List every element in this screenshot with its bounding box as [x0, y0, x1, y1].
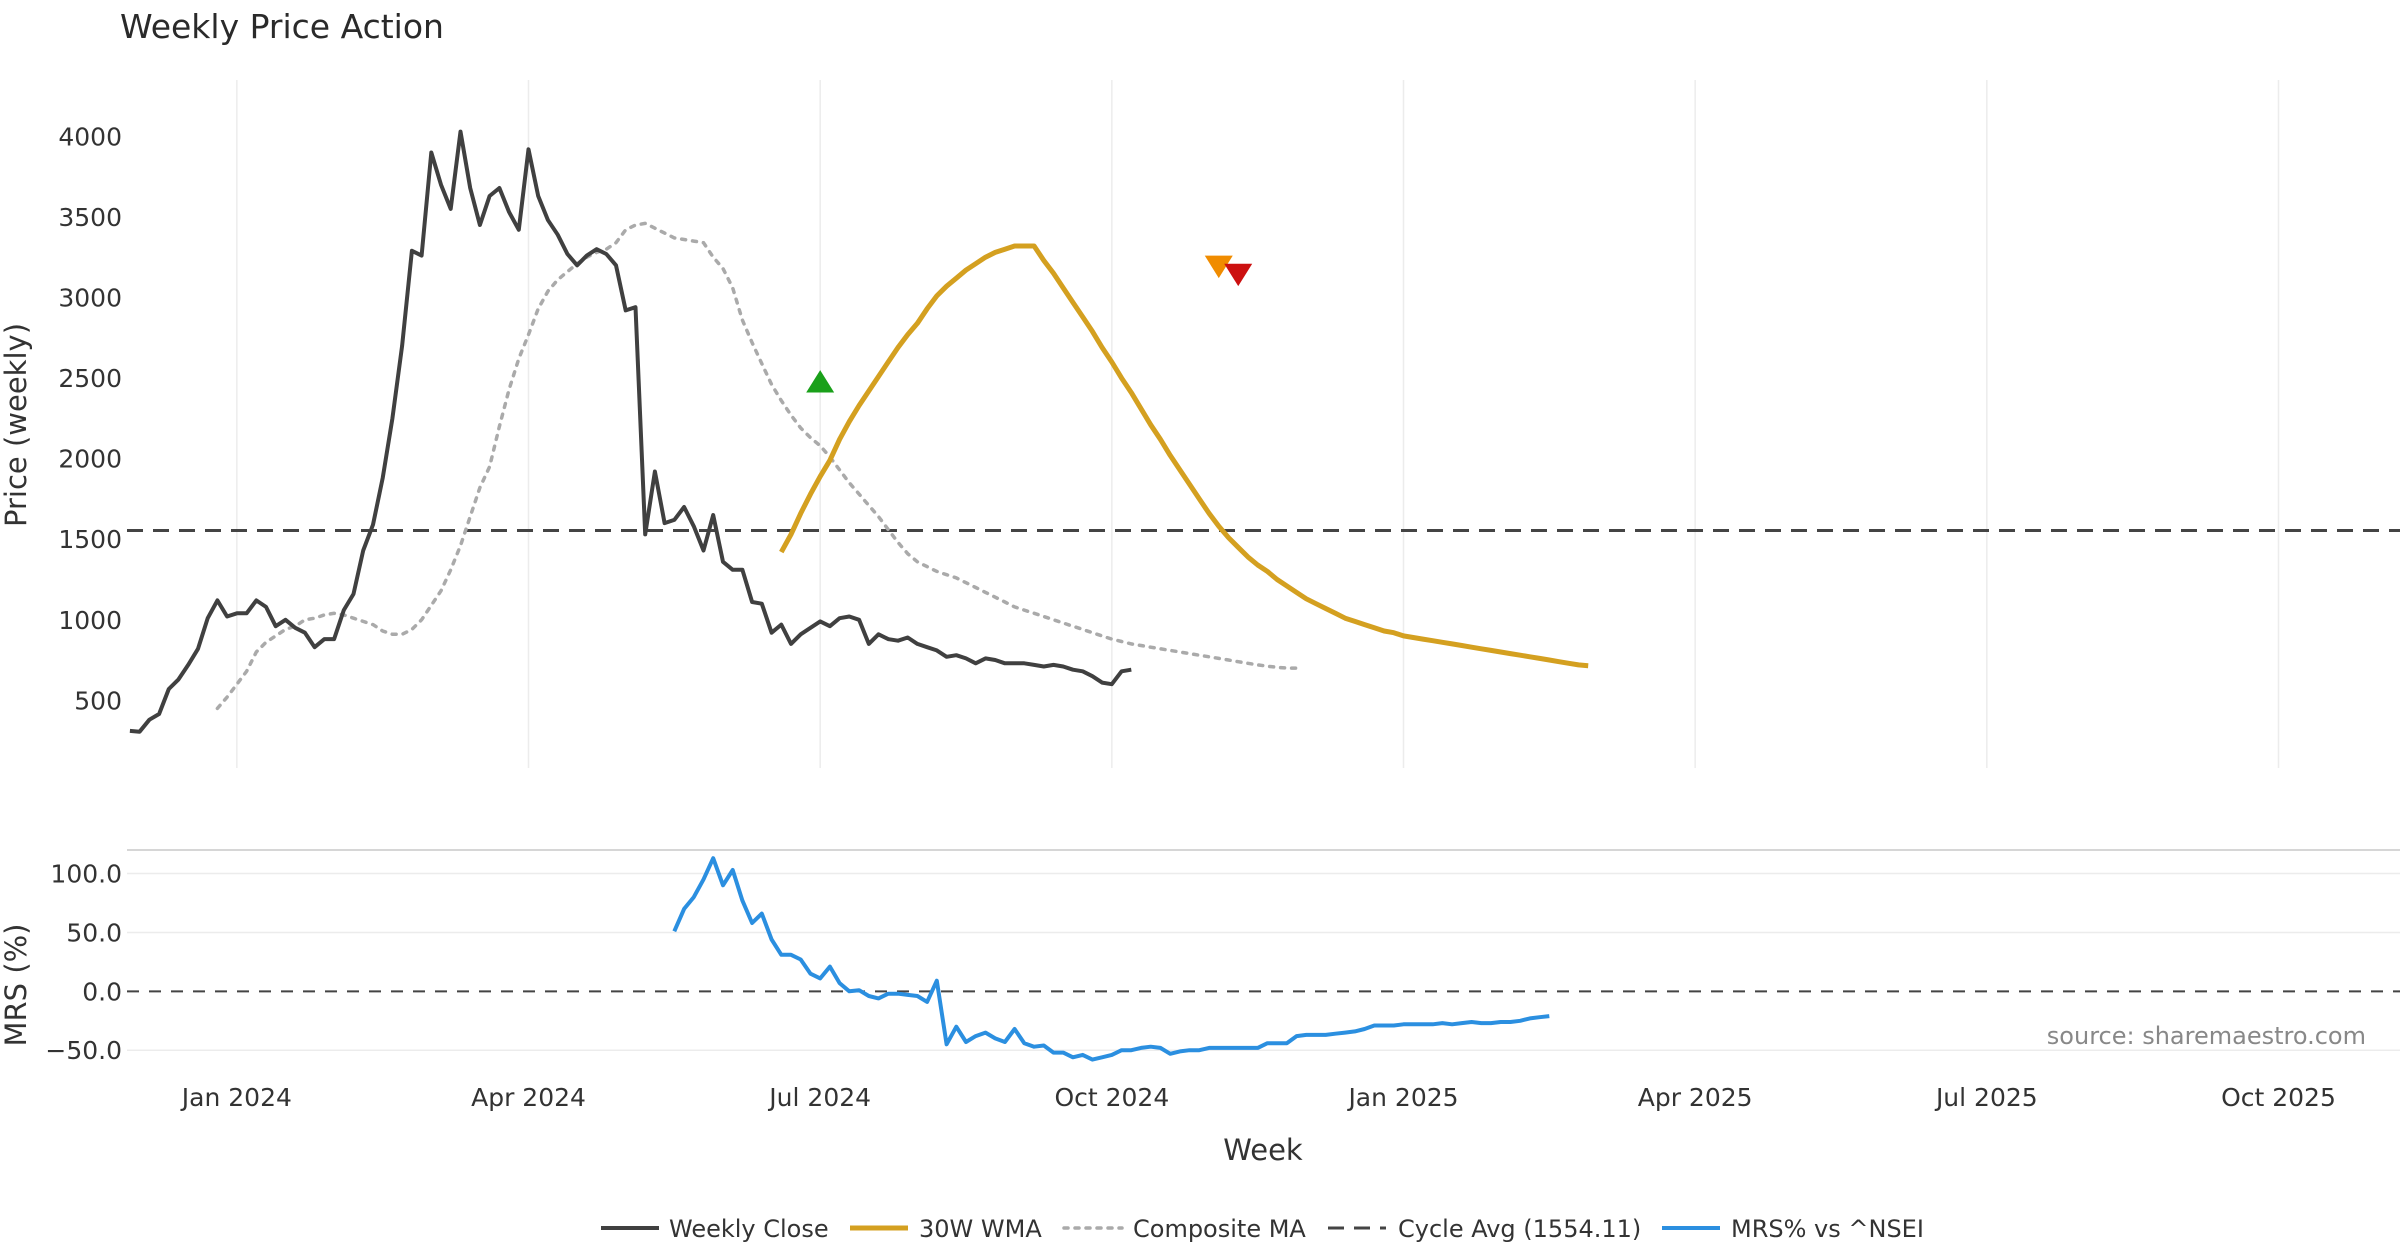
x-axis-label: Week: [1223, 1133, 1303, 1167]
mrs-y-tick-label: 0.0: [82, 977, 122, 1006]
x-tick-label: Oct 2024: [1054, 1083, 1169, 1112]
x-tick-label: Apr 2025: [1638, 1083, 1753, 1112]
source-note: source: sharemaestro.com: [2047, 1022, 2366, 1050]
mrs-gridlines: [127, 872, 2400, 1051]
marker-sell-1: [1204, 255, 1233, 279]
price-y-tick-label: 3000: [58, 284, 122, 313]
series-30w-wma: [779, 243, 1589, 669]
marker-sell-2: [1224, 263, 1253, 287]
legend-label-composite-ma: Composite MA: [1133, 1215, 1306, 1243]
price-y-tick-label: 1500: [58, 525, 122, 554]
price-y-ticks: 500 1000 1500 2000 2500 3000 3500 4000: [58, 122, 122, 715]
marker-buy-0: [806, 370, 835, 393]
chart-title: Weekly Price Action: [120, 7, 444, 46]
legend-label-cycle-avg: Cycle Avg (1554.11): [1398, 1215, 1641, 1243]
mrs-y-ticks: 100.0 50.0 0.0 −50.0: [45, 860, 122, 1066]
price-y-tick-label: 500: [74, 686, 122, 715]
x-tick-label: Jul 2025: [1934, 1083, 2038, 1112]
series-weekly-close: [129, 129, 1132, 734]
legend-label-30w-wma: 30W WMA: [919, 1215, 1042, 1243]
price-y-tick-label: 4000: [58, 122, 122, 151]
x-ticks: Jan 2024 Apr 2024 Jul 2024 Oct 2024 Jan 2025…: [180, 1083, 2336, 1112]
mrs-y-axis-label: MRS (%): [0, 924, 33, 1047]
price-y-tick-label: 2500: [58, 364, 122, 393]
mrs-y-tick-label: 100.0: [50, 860, 122, 889]
price-y-tick-label: 3500: [58, 203, 122, 232]
legend-label-mrs: MRS% vs ^NSEI: [1731, 1215, 1924, 1243]
legend-label-weekly-close: Weekly Close: [669, 1215, 829, 1243]
x-tick-label: Oct 2025: [2221, 1083, 2336, 1112]
price-y-tick-label: 1000: [58, 606, 122, 635]
signal-markers: [806, 255, 1253, 393]
mrs-y-tick-label: −50.0: [45, 1036, 122, 1065]
series-mrs: [672, 856, 1550, 1062]
series-composite-ma: [215, 221, 1299, 711]
x-tick-label: Jan 2025: [1346, 1083, 1458, 1112]
x-tick-label: Jan 2024: [180, 1083, 292, 1112]
series-group: [129, 129, 1589, 1062]
x-tick-label: Apr 2024: [471, 1083, 586, 1112]
price-gridlines: [236, 80, 2280, 768]
x-tick-label: Jul 2024: [767, 1083, 871, 1112]
price-y-axis-label: Price (weekly): [0, 323, 33, 527]
mrs-y-tick-label: 50.0: [66, 918, 122, 947]
legend: Weekly Close 30W WMA Composite MA Cycle …: [601, 1215, 1924, 1243]
price-y-tick-label: 2000: [58, 445, 122, 474]
